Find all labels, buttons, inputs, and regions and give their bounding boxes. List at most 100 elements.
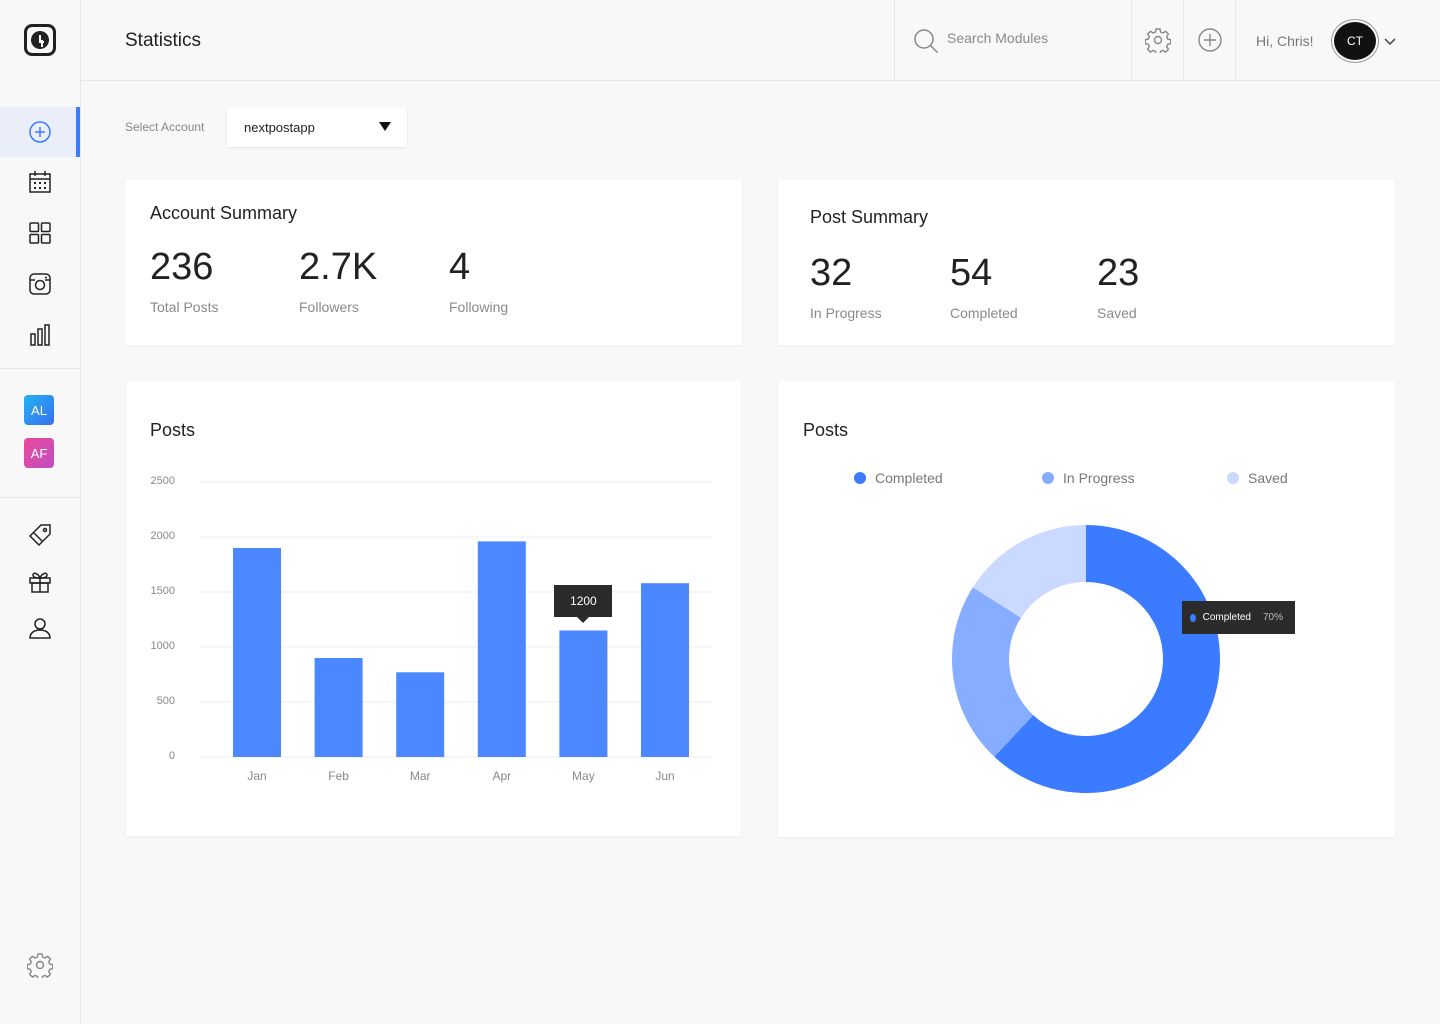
legend-dot: [1042, 472, 1054, 484]
nav-users[interactable]: [0, 603, 80, 653]
nav-modules[interactable]: [0, 208, 80, 258]
legend-item[interactable]: Completed: [854, 470, 943, 486]
account-select-value: nextpostapp: [244, 120, 315, 135]
nav-gifts[interactable]: [0, 557, 80, 607]
app-logo[interactable]: [24, 24, 56, 56]
search-input[interactable]: [947, 30, 1117, 46]
add-circle-icon: [29, 121, 51, 143]
calendar-icon: [29, 171, 51, 193]
legend-label: In Progress: [1063, 470, 1135, 486]
stat-in-progress: 32: [810, 252, 853, 294]
stat-label: Total Posts: [150, 299, 219, 315]
search-icon: [914, 29, 939, 54]
x-tick-label: Apr: [492, 769, 512, 783]
select-account-label: Select Account: [125, 120, 205, 134]
tooltip-dot: [1190, 613, 1196, 622]
avatar[interactable]: CT: [1331, 19, 1379, 63]
x-tick-label: May: [572, 769, 595, 783]
gear-icon: [27, 953, 53, 978]
account-badge-af[interactable]: AF: [24, 438, 54, 468]
bar-mar[interactable]: [396, 672, 445, 757]
bar-jun[interactable]: [641, 583, 689, 757]
legend-label: Saved: [1248, 470, 1288, 486]
card-title: Account Summary: [150, 203, 298, 223]
account-summary-card: Account Summary 236 Total Posts 2.7K Fol…: [125, 180, 742, 345]
card-title: Post Summary: [810, 207, 929, 227]
donut-chart: Completed In Progress Saved Completed 70%: [778, 381, 1395, 837]
nav-settings[interactable]: [0, 940, 80, 990]
sidebar-divider: [0, 497, 80, 498]
gear-icon: [1144, 28, 1171, 53]
bar-apr[interactable]: [477, 541, 526, 757]
donut-slice-completed[interactable]: [994, 525, 1220, 793]
stat-label: Following: [449, 299, 509, 315]
account-badge-al[interactable]: AL: [24, 395, 54, 425]
legend-item[interactable]: In Progress: [1042, 470, 1135, 486]
page-title: Statistics: [125, 30, 202, 51]
bar-feb[interactable]: [314, 658, 363, 757]
x-tick-label: Jan: [247, 769, 267, 783]
y-tick-label: 1500: [150, 585, 175, 597]
add-circle-icon: [1197, 28, 1222, 52]
posts-bar-chart-card: Posts 2500 2000 1500 1000 500 0 Jan Feb Mar Apr Ma…: [126, 381, 741, 836]
post-summary-card: Post Summary 32 In Progress 54 Completed…: [778, 180, 1395, 345]
top-header: Statistics Hi, Chris! CT: [81, 0, 1440, 81]
grid-icon: [29, 222, 51, 244]
stat-label: Followers: [299, 299, 359, 315]
donut-tooltip: Completed 70%: [1182, 601, 1295, 634]
user-icon: [29, 618, 51, 639]
legend-dot: [1227, 472, 1239, 484]
y-tick-label: 2000: [150, 530, 175, 542]
nav-instagram[interactable]: [0, 259, 80, 309]
y-tick-label: 2500: [150, 475, 175, 487]
donut-chart-svg: [952, 525, 1220, 793]
stat-total-posts: 236: [150, 246, 214, 288]
caret-down-icon: [379, 122, 391, 131]
tag-icon: [28, 524, 51, 547]
nav-calendar[interactable]: [0, 157, 80, 207]
card-title: Posts: [150, 420, 196, 440]
sidebar-divider: [0, 368, 80, 369]
y-tick-label: 1000: [150, 640, 175, 652]
account-select[interactable]: nextpostapp: [227, 107, 407, 147]
search-box[interactable]: [894, 0, 1132, 80]
posts-donut-chart-card: Posts Completed In Progress Saved Completed…: [778, 381, 1395, 837]
bar-chart-svg: [200, 481, 712, 758]
legend-dot: [854, 472, 866, 484]
gift-icon: [29, 572, 51, 593]
instagram-icon: [29, 273, 51, 295]
bar-tooltip: 1200: [554, 584, 613, 623]
nav-statistics[interactable]: [0, 310, 80, 360]
avatar-initials: CT: [1334, 22, 1376, 60]
bar-chart-icon: [30, 324, 50, 346]
sidebar: AL AF: [0, 0, 81, 1024]
stat-saved: 23: [1097, 252, 1140, 294]
y-tick-label: 0: [168, 750, 175, 762]
bar-may[interactable]: [559, 630, 608, 758]
stat-following: 4: [449, 246, 471, 288]
nav-tags[interactable]: [0, 510, 80, 560]
add-button[interactable]: [1184, 0, 1236, 80]
stat-label: Saved: [1097, 305, 1137, 321]
tooltip-label: Completed: [1202, 612, 1251, 623]
bar-chart: 2500 2000 1500 1000 500 0 Jan Feb Mar Apr May 1200 J…: [126, 381, 741, 836]
nav-add-post[interactable]: [0, 107, 80, 157]
stat-completed: 54: [950, 252, 993, 294]
x-tick-label: Feb: [328, 769, 349, 783]
legend-label: Completed: [875, 470, 943, 486]
settings-button[interactable]: [1132, 0, 1184, 80]
bar-jan[interactable]: [233, 548, 281, 757]
user-greeting: Hi, Chris!: [1256, 33, 1314, 49]
x-tick-label: Mar: [409, 769, 431, 783]
stat-label: In Progress: [810, 305, 882, 321]
tooltip-value: 70%: [1262, 612, 1283, 623]
stat-label: Completed: [950, 305, 1018, 321]
x-tick-label: Jun: [655, 769, 675, 783]
donut-slice-saved[interactable]: [972, 525, 1086, 618]
y-tick-label: 500: [156, 695, 175, 707]
chevron-down-icon[interactable]: [1383, 34, 1397, 48]
card-title: Posts: [803, 420, 849, 440]
stat-followers: 2.7K: [299, 246, 378, 288]
legend-item[interactable]: Saved: [1227, 470, 1288, 486]
donut-slice-in-progress[interactable]: [952, 587, 1034, 757]
